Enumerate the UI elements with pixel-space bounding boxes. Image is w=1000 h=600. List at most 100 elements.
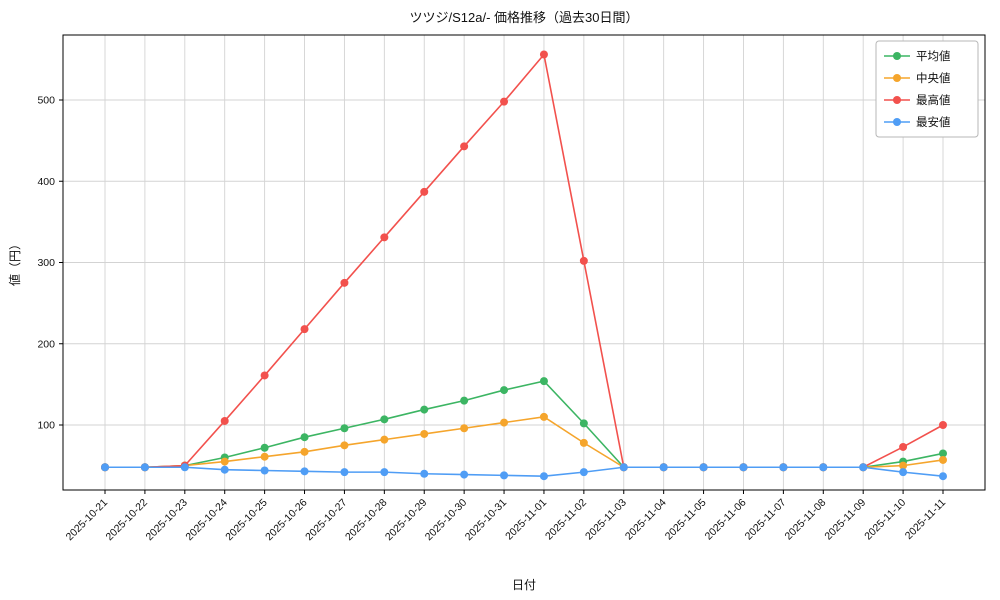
data-point-marker <box>939 472 947 481</box>
data-point-marker <box>380 415 389 424</box>
data-point-marker <box>939 421 947 429</box>
data-point-marker <box>380 233 389 242</box>
series-line <box>105 380 944 469</box>
x-tick-label: 2025-10-28 <box>343 497 390 544</box>
series-layer <box>101 50 947 481</box>
data-point-marker <box>300 467 309 476</box>
data-point-marker <box>340 441 349 450</box>
data-point-marker <box>659 463 668 472</box>
x-tick-label: 2025-10-27 <box>303 497 350 544</box>
data-point-marker <box>500 386 509 395</box>
legend-marker-dot <box>893 74 901 82</box>
data-point-marker <box>300 447 309 456</box>
data-point-marker <box>300 433 309 442</box>
x-tick-label: 2025-11-05 <box>663 497 709 543</box>
legend-label: 最高値 <box>916 93 951 107</box>
data-point-marker <box>500 418 509 427</box>
y-tick-label: 100 <box>37 420 55 432</box>
x-tick-label: 2025-11-09 <box>822 497 868 543</box>
legend-marker-dot <box>893 52 901 60</box>
data-point-marker <box>420 429 429 438</box>
y-tick-label: 200 <box>37 338 55 350</box>
x-tick-label: 2025-11-10 <box>862 497 908 543</box>
x-tick-label: 2025-11-03 <box>583 497 629 543</box>
legend-box <box>875 40 979 138</box>
data-point-marker <box>899 461 908 470</box>
series-最安値 <box>101 463 947 481</box>
x-tick-label: 2025-11-01 <box>503 497 549 543</box>
data-point-marker <box>579 256 588 265</box>
data-point-marker <box>340 468 349 477</box>
y-tick-label: 400 <box>37 176 55 188</box>
x-tick-label: 2025-10-21 <box>64 497 111 544</box>
axes-layer <box>59 34 986 494</box>
data-point-marker <box>260 466 269 475</box>
x-tick-label: 2025-11-07 <box>743 497 789 543</box>
series-平均値 <box>101 377 947 472</box>
data-point-marker <box>420 187 429 196</box>
data-point-marker <box>579 419 588 428</box>
series-最高値 <box>101 50 947 472</box>
x-tick-label: 2025-11-02 <box>543 497 589 543</box>
data-point-marker <box>220 465 229 474</box>
data-point-marker <box>619 463 628 472</box>
data-point-marker <box>460 142 469 151</box>
x-tick-label: 2025-10-29 <box>383 497 430 544</box>
data-point-marker <box>300 325 309 334</box>
data-point-marker <box>460 470 469 479</box>
y-tick-label: 500 <box>37 95 55 107</box>
data-point-marker <box>899 442 908 451</box>
x-axis-label: 日付 <box>512 578 536 592</box>
series-line <box>105 52 944 469</box>
data-point-marker <box>779 463 788 472</box>
data-point-marker <box>500 471 509 480</box>
data-point-marker <box>420 405 429 414</box>
data-point-marker <box>380 435 389 444</box>
x-tick-label: 2025-10-30 <box>423 497 470 544</box>
legend-label: 最安値 <box>916 115 951 129</box>
x-tick-label: 2025-10-31 <box>463 497 510 544</box>
x-tick-label: 2025-10-22 <box>104 497 151 544</box>
data-point-marker <box>539 412 548 421</box>
x-tick-label: 2025-10-24 <box>183 497 230 544</box>
data-point-marker <box>460 396 469 405</box>
data-point-marker <box>579 468 588 477</box>
x-tick-label: 2025-10-26 <box>263 497 310 544</box>
data-point-marker <box>220 416 229 425</box>
data-point-marker <box>180 463 189 472</box>
data-point-marker <box>579 438 588 447</box>
data-point-marker <box>260 371 269 380</box>
x-tick-label: 2025-10-25 <box>223 497 270 544</box>
legend-marker-dot <box>893 118 901 126</box>
data-point-marker <box>380 468 389 477</box>
legend-label: 平均値 <box>916 50 951 63</box>
data-point-marker <box>939 449 947 458</box>
data-point-marker <box>101 463 109 472</box>
data-point-marker <box>939 455 947 464</box>
data-point-marker <box>340 278 349 287</box>
data-point-marker <box>220 457 229 466</box>
data-point-marker <box>539 50 548 59</box>
data-point-marker <box>539 377 548 386</box>
data-point-marker <box>899 468 908 477</box>
data-point-marker <box>460 424 469 433</box>
data-point-marker <box>260 443 269 452</box>
data-point-marker <box>819 463 828 472</box>
y-tick-label: 300 <box>37 257 55 269</box>
x-tick-label: 2025-11-08 <box>782 497 828 543</box>
data-point-marker <box>739 463 748 472</box>
data-point-marker <box>260 452 269 461</box>
series-line <box>105 416 944 469</box>
x-tick-label: 2025-11-11 <box>903 497 948 542</box>
series-line <box>105 466 944 477</box>
data-point-marker <box>539 472 548 481</box>
y-axis-label: 値（円） <box>7 238 22 286</box>
data-point-marker <box>340 424 349 433</box>
chart-title: ツツジ/S12a/- 価格推移（過去30日間） <box>410 10 639 25</box>
legend-marker-dot <box>893 96 901 104</box>
x-tick-label: 2025-11-06 <box>703 497 749 543</box>
legend-label: 中央値 <box>916 72 951 85</box>
